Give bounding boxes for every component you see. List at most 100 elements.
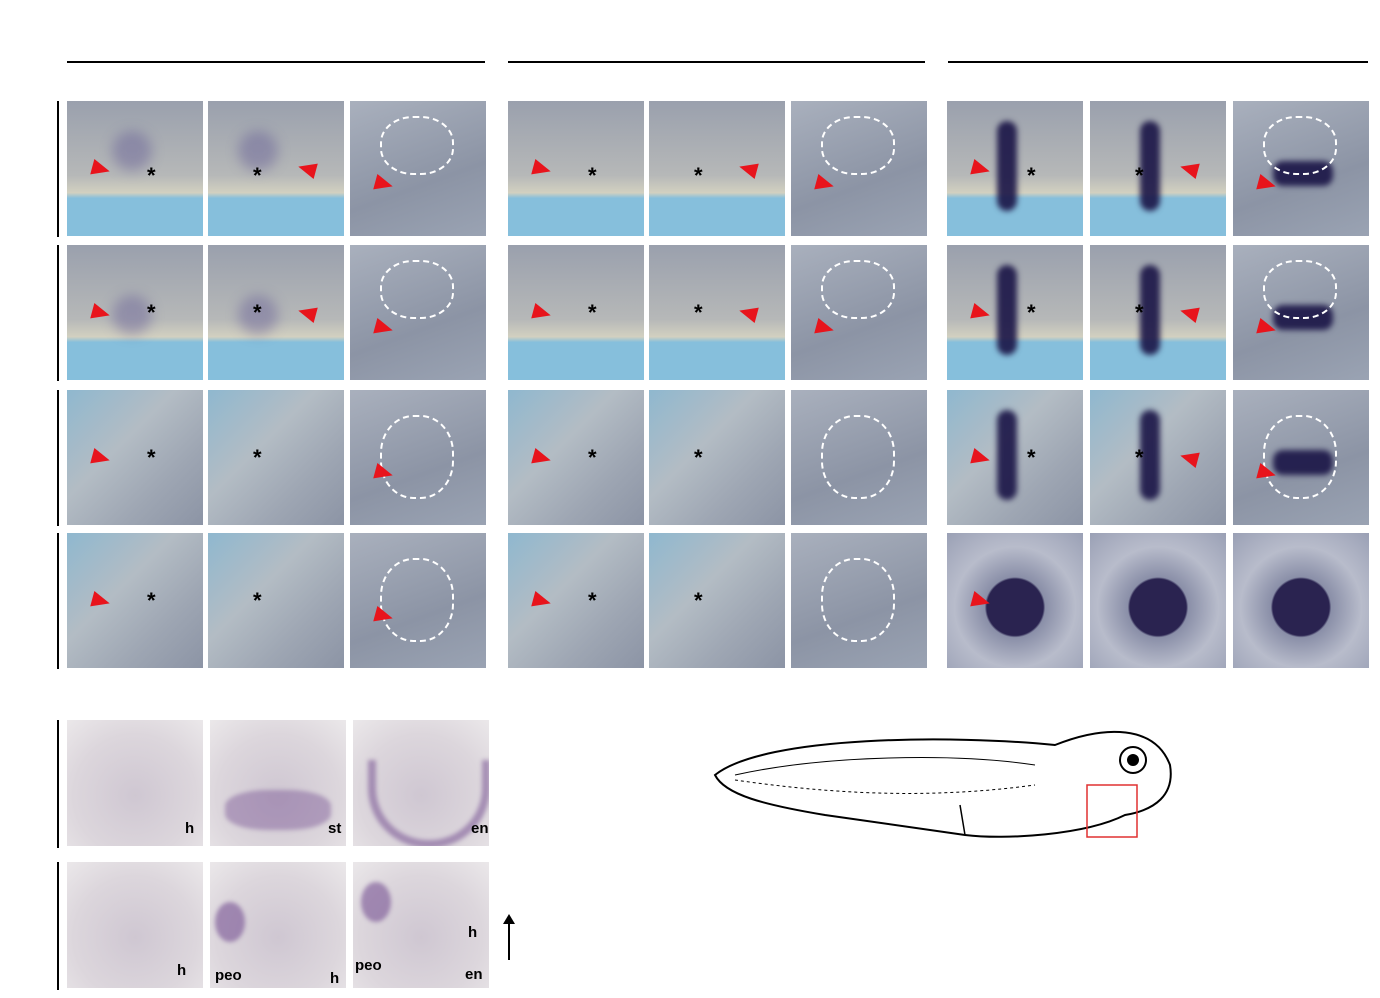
section-panel: h bbox=[67, 720, 203, 846]
outline-dashed bbox=[380, 558, 454, 642]
red-arrowhead bbox=[90, 447, 112, 469]
image-panel bbox=[791, 245, 927, 380]
annotation-label: h bbox=[185, 820, 195, 837]
stain bbox=[238, 131, 278, 171]
annotation-label: h bbox=[468, 924, 478, 941]
outline-dashed bbox=[821, 558, 895, 642]
annotation-label: h bbox=[330, 970, 340, 987]
asterisk: * bbox=[694, 445, 703, 470]
image-panel: * bbox=[208, 101, 344, 236]
asterisk: * bbox=[253, 300, 262, 325]
image-panel: * bbox=[1090, 245, 1226, 380]
annotation-label: h bbox=[177, 962, 187, 979]
red-arrowhead bbox=[90, 302, 112, 324]
image-panel bbox=[350, 245, 486, 380]
image-panel: * bbox=[649, 533, 785, 668]
section-panel: peo h bbox=[210, 862, 346, 988]
stage-bar bbox=[57, 245, 59, 381]
stain bbox=[997, 265, 1017, 355]
stain bbox=[1140, 265, 1160, 355]
image-panel bbox=[350, 101, 486, 236]
asterisk: * bbox=[588, 163, 597, 188]
red-arrowhead bbox=[1256, 173, 1278, 195]
gene-underline bbox=[508, 61, 925, 63]
annotation-label: en bbox=[465, 966, 483, 983]
red-arrowhead bbox=[1178, 302, 1200, 324]
stain bbox=[997, 410, 1017, 500]
stain bbox=[997, 121, 1017, 211]
image-panel: * bbox=[1090, 390, 1226, 525]
red-arrowhead bbox=[970, 590, 992, 612]
red-arrowhead bbox=[1178, 158, 1200, 180]
inset-box bbox=[1086, 784, 1138, 838]
axis-arrow bbox=[508, 920, 510, 960]
section-panel: en bbox=[353, 720, 489, 846]
stain bbox=[1140, 410, 1160, 500]
red-arrowhead bbox=[90, 590, 112, 612]
stage-bar bbox=[57, 533, 59, 669]
red-arrowhead bbox=[531, 590, 553, 612]
image-panel: * bbox=[947, 390, 1083, 525]
red-arrowhead bbox=[531, 302, 553, 324]
gene-underline bbox=[948, 61, 1368, 63]
stain bbox=[238, 295, 278, 335]
red-arrowhead bbox=[814, 317, 836, 339]
asterisk: * bbox=[1135, 163, 1144, 188]
asterisk: * bbox=[147, 163, 156, 188]
stain bbox=[368, 760, 489, 846]
annotation-label: st bbox=[328, 820, 342, 837]
image-panel bbox=[350, 533, 486, 668]
image-panel: * bbox=[67, 101, 203, 236]
red-arrowhead bbox=[296, 158, 318, 180]
asterisk: * bbox=[588, 300, 597, 325]
image-panel: * bbox=[508, 533, 644, 668]
asterisk: * bbox=[147, 300, 156, 325]
stain bbox=[215, 902, 245, 942]
outline-dashed bbox=[1263, 116, 1337, 175]
asterisk: * bbox=[253, 163, 262, 188]
section-panel: h bbox=[67, 862, 203, 988]
image-panel: * bbox=[649, 245, 785, 380]
stage-bar bbox=[57, 720, 59, 848]
annotation-label: en bbox=[471, 820, 489, 837]
outline-dashed bbox=[1263, 260, 1337, 319]
red-arrowhead bbox=[373, 173, 395, 195]
red-arrowhead bbox=[814, 173, 836, 195]
gene-underline bbox=[67, 61, 485, 63]
image-panel bbox=[791, 390, 927, 525]
arrow-up-icon bbox=[503, 914, 515, 924]
red-arrowhead bbox=[373, 317, 395, 339]
asterisk: * bbox=[588, 445, 597, 470]
image-panel: * bbox=[947, 101, 1083, 236]
image-panel bbox=[1233, 390, 1369, 525]
red-arrowhead bbox=[296, 302, 318, 324]
outline-dashed bbox=[380, 260, 454, 319]
asterisk: * bbox=[1135, 300, 1144, 325]
image-panel bbox=[1233, 101, 1369, 236]
image-panel bbox=[947, 533, 1083, 668]
red-arrowhead bbox=[1178, 447, 1200, 469]
asterisk: * bbox=[1027, 300, 1036, 325]
red-arrowhead bbox=[531, 447, 553, 469]
asterisk: * bbox=[253, 445, 262, 470]
outline-dashed bbox=[821, 116, 895, 175]
asterisk: * bbox=[1027, 445, 1036, 470]
red-arrowhead bbox=[531, 158, 553, 180]
image-panel: * bbox=[67, 390, 203, 525]
image-panel bbox=[1233, 245, 1369, 380]
asterisk: * bbox=[1027, 163, 1036, 188]
image-panel bbox=[1090, 533, 1226, 668]
asterisk: * bbox=[253, 588, 262, 613]
section-panel: st bbox=[210, 720, 346, 846]
red-arrowhead bbox=[970, 447, 992, 469]
asterisk: * bbox=[694, 163, 703, 188]
image-panel: * bbox=[649, 101, 785, 236]
tadpole-drawing bbox=[713, 730, 1172, 838]
red-arrowhead bbox=[970, 158, 992, 180]
outline-dashed bbox=[380, 116, 454, 175]
image-panel: * bbox=[208, 245, 344, 380]
stain bbox=[361, 882, 391, 922]
stain bbox=[1140, 121, 1160, 211]
asterisk: * bbox=[588, 588, 597, 613]
annotation-label: peo bbox=[355, 957, 382, 974]
